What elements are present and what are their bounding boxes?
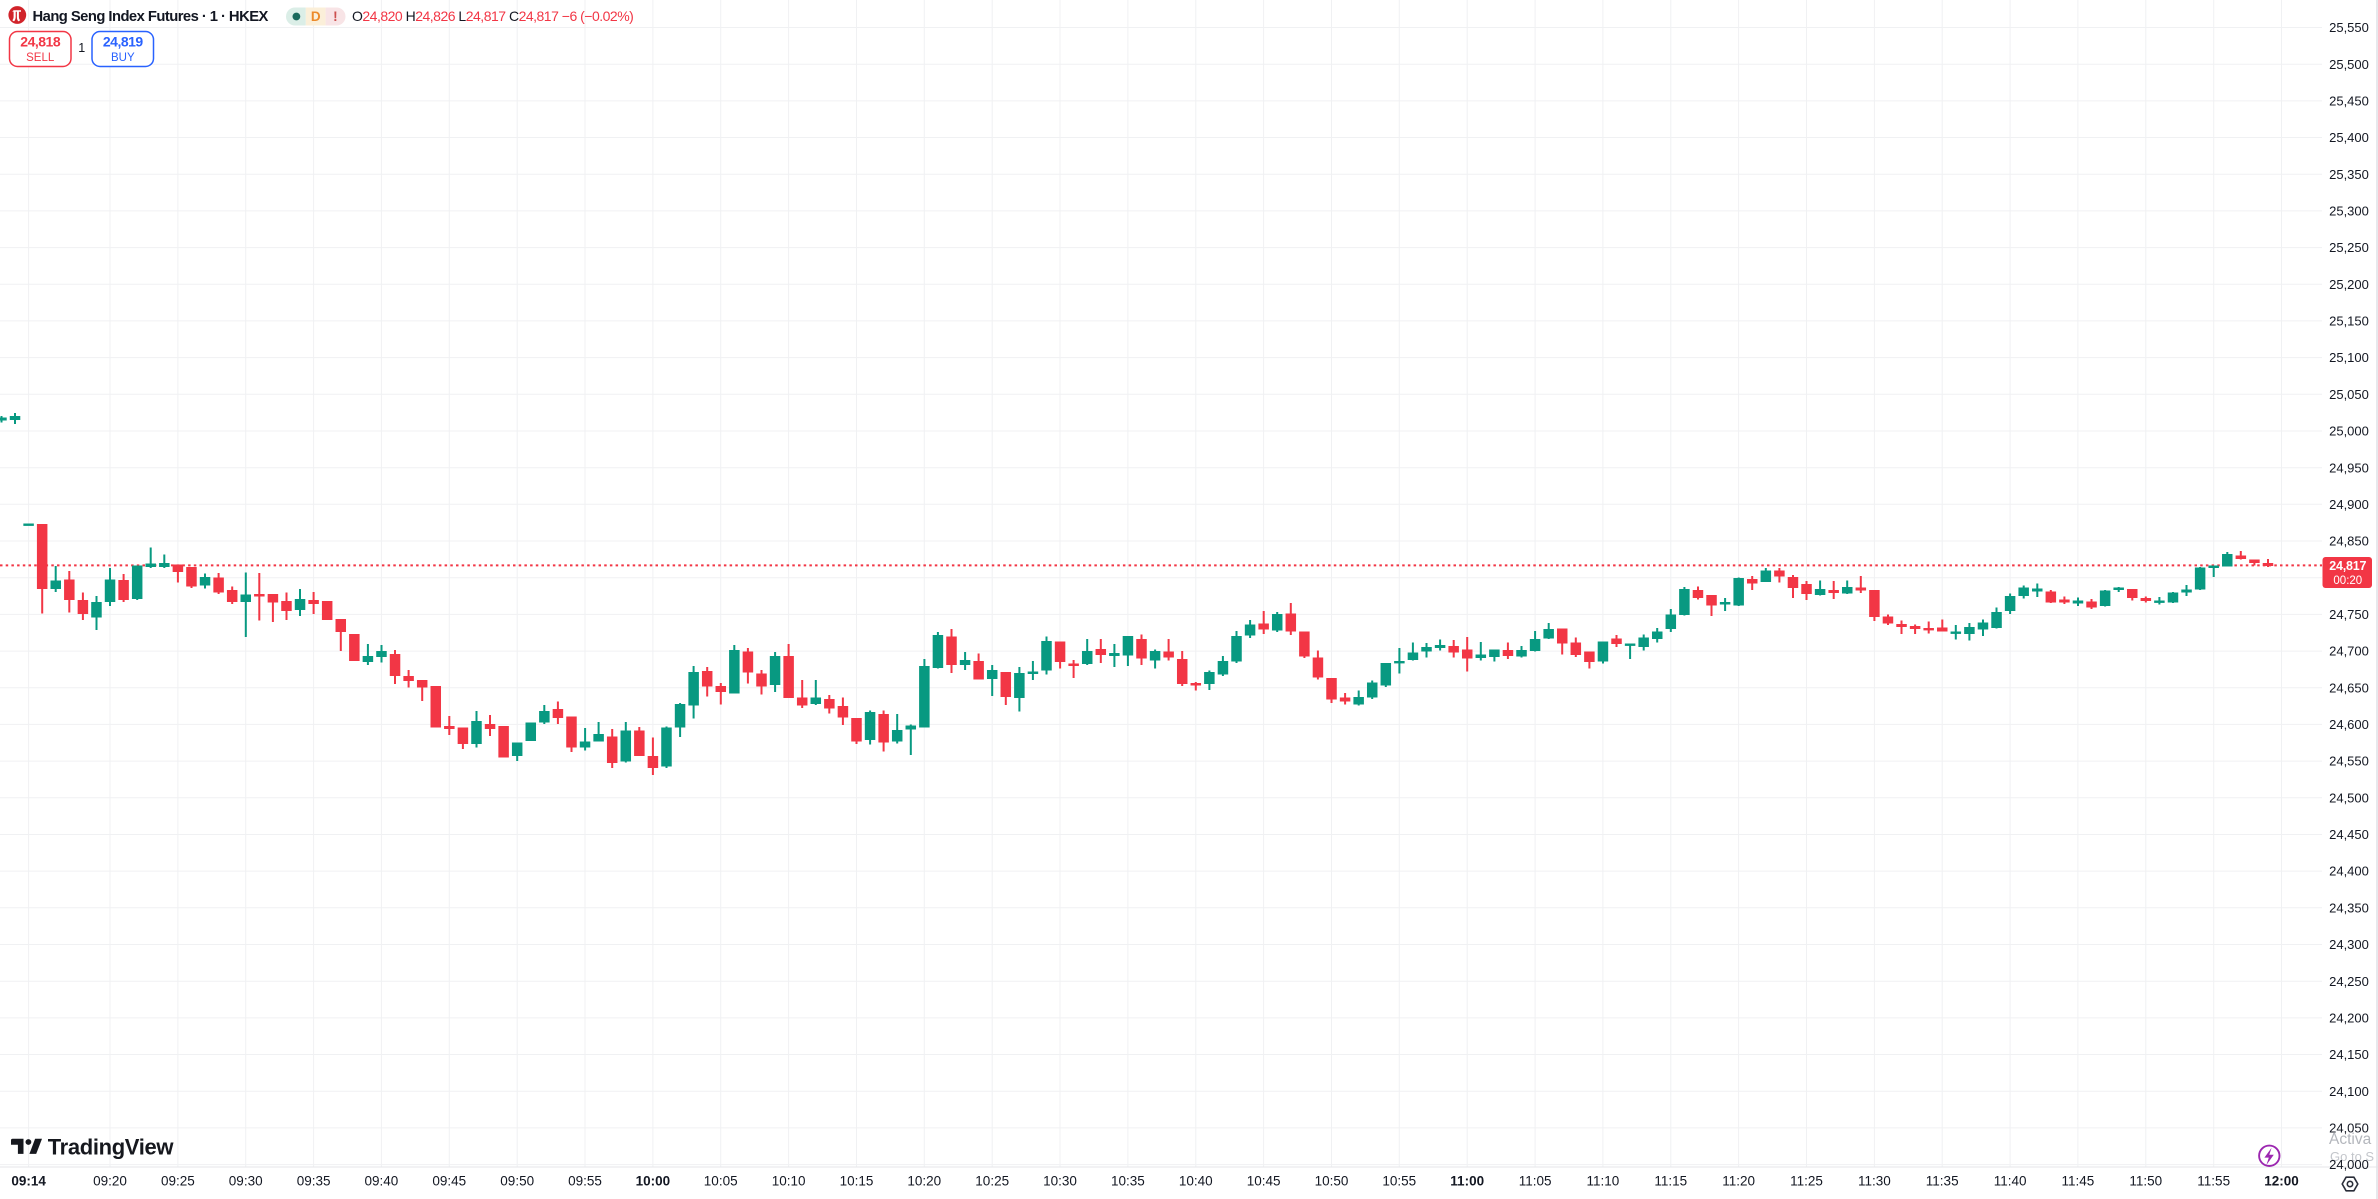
svg-text:24,700: 24,700 (2329, 644, 2369, 659)
svg-text:25,000: 25,000 (2329, 424, 2369, 439)
svg-text:24,150: 24,150 (2329, 1047, 2369, 1062)
svg-text:BUY: BUY (111, 52, 135, 64)
svg-text:10:10: 10:10 (772, 1174, 806, 1189)
svg-text:09:35: 09:35 (297, 1174, 331, 1189)
svg-text:10:45: 10:45 (1247, 1174, 1281, 1189)
svg-text:Go to S: Go to S (2330, 1149, 2374, 1164)
svg-text:!: ! (333, 9, 338, 24)
svg-text:24,500: 24,500 (2329, 790, 2369, 805)
svg-text:25,300: 25,300 (2329, 204, 2369, 219)
svg-text:25,450: 25,450 (2329, 94, 2369, 109)
svg-text:09:30: 09:30 (229, 1174, 263, 1189)
svg-text:O24,820 H24,826 L24,817 C24,81: O24,820 H24,826 L24,817 C24,817 −6 (−0.0… (352, 8, 633, 24)
svg-text:10:30: 10:30 (1043, 1174, 1077, 1189)
svg-text:TradingView: TradingView (48, 1135, 175, 1160)
svg-text:24,100: 24,100 (2329, 1084, 2369, 1099)
svg-text:25,250: 25,250 (2329, 240, 2369, 255)
svg-text:24,600: 24,600 (2329, 717, 2369, 732)
svg-text:11:10: 11:10 (1587, 1174, 1620, 1189)
svg-text:10:15: 10:15 (840, 1174, 874, 1189)
svg-text:24,050: 24,050 (2329, 1121, 2369, 1136)
svg-text:10:55: 10:55 (1382, 1174, 1416, 1189)
svg-text:24,000: 24,000 (2329, 1157, 2369, 1172)
svg-text:10:50: 10:50 (1315, 1174, 1349, 1189)
svg-text:11:15: 11:15 (1654, 1174, 1687, 1189)
svg-text:D: D (311, 9, 321, 24)
svg-text:1: 1 (78, 41, 85, 55)
svg-text:24,819: 24,819 (103, 34, 144, 50)
svg-text:11:25: 11:25 (1790, 1174, 1823, 1189)
svg-text:11:20: 11:20 (1722, 1174, 1755, 1189)
svg-text:10:05: 10:05 (704, 1174, 738, 1189)
svg-text:12:00: 12:00 (2264, 1174, 2299, 1189)
svg-text:10:40: 10:40 (1179, 1174, 1213, 1189)
svg-text:11:45: 11:45 (2062, 1174, 2095, 1189)
svg-text:11:05: 11:05 (1519, 1174, 1552, 1189)
svg-text:25,550: 25,550 (2329, 20, 2369, 35)
svg-text:25,400: 25,400 (2329, 130, 2369, 145)
svg-text:10:25: 10:25 (975, 1174, 1009, 1189)
svg-text:25,500: 25,500 (2329, 57, 2369, 72)
svg-text:24,250: 24,250 (2329, 974, 2369, 989)
svg-text:25,200: 25,200 (2329, 277, 2369, 292)
svg-text:11:30: 11:30 (1858, 1174, 1891, 1189)
svg-text:09:45: 09:45 (432, 1174, 466, 1189)
svg-text:09:50: 09:50 (500, 1174, 534, 1189)
svg-text:24,850: 24,850 (2329, 534, 2369, 549)
svg-text:11:00: 11:00 (1450, 1174, 1484, 1189)
svg-text:Activa: Activa (2329, 1131, 2372, 1148)
svg-text:09:40: 09:40 (365, 1174, 399, 1189)
svg-text:25,100: 25,100 (2329, 350, 2369, 365)
svg-text:SELL: SELL (26, 52, 55, 64)
svg-text:10:20: 10:20 (907, 1174, 941, 1189)
svg-text:09:25: 09:25 (161, 1174, 195, 1189)
svg-text:11:55: 11:55 (2197, 1174, 2230, 1189)
svg-text:24,950: 24,950 (2329, 460, 2369, 475)
svg-text:09:14: 09:14 (11, 1174, 46, 1189)
svg-text:24,350: 24,350 (2329, 900, 2369, 915)
svg-text:24,300: 24,300 (2329, 937, 2369, 952)
svg-text:24,818: 24,818 (20, 34, 61, 50)
svg-text:25,150: 25,150 (2329, 314, 2369, 329)
svg-text:11:50: 11:50 (2129, 1174, 2162, 1189)
svg-text:24,450: 24,450 (2329, 827, 2369, 842)
svg-text:24,900: 24,900 (2329, 497, 2369, 512)
svg-text:11:40: 11:40 (1994, 1174, 2027, 1189)
svg-text:09:20: 09:20 (93, 1174, 127, 1189)
svg-text:10:35: 10:35 (1111, 1174, 1145, 1189)
svg-text:00:20: 00:20 (2333, 575, 2362, 587)
svg-text:10:00: 10:00 (636, 1174, 671, 1189)
svg-text:09:55: 09:55 (568, 1174, 602, 1189)
svg-text:24,750: 24,750 (2329, 607, 2369, 622)
svg-text:24,200: 24,200 (2329, 1011, 2369, 1026)
svg-text:11:35: 11:35 (1926, 1174, 1959, 1189)
svg-text:24,550: 24,550 (2329, 754, 2369, 769)
svg-text:24,817: 24,817 (2329, 559, 2366, 573)
svg-text:24,400: 24,400 (2329, 864, 2369, 879)
svg-text:25,350: 25,350 (2329, 167, 2369, 182)
svg-text:Hang Seng Index Futures · 1 ·: Hang Seng Index Futures · 1 · HKEX (33, 9, 269, 25)
svg-text:24,650: 24,650 (2329, 680, 2369, 695)
svg-text:25,050: 25,050 (2329, 387, 2369, 402)
